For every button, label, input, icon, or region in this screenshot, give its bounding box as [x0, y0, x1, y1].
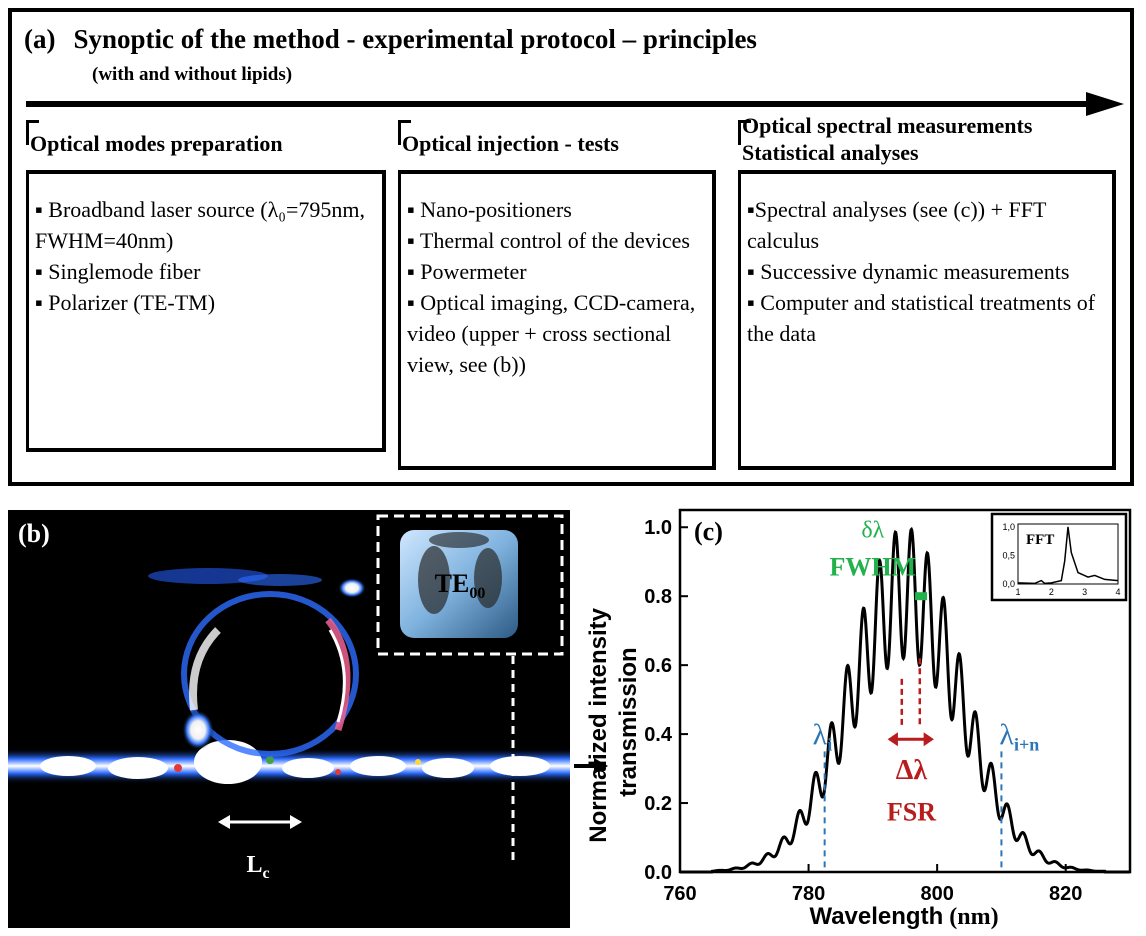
plot-area: 760 780 800 820 0.0 0.2 0.4 0.6 0.8 1.0 λi λi+n Δλ FS… [644, 508, 1132, 905]
panel-a-label: (a) [24, 24, 56, 54]
mode-label: TE00 [435, 569, 486, 602]
delta-lambda-label: Δλ [896, 755, 928, 786]
coupling-length-arrow [218, 815, 302, 829]
column-2-item: ▪ Nano-positioners [407, 197, 572, 222]
fft-x-tick-label: 4 [1115, 587, 1120, 597]
microscope-image-panel: Lc TE00 (b) [8, 510, 570, 928]
x-tick-label: 800 [920, 883, 953, 905]
lambda-i-n-label: λi+n [999, 718, 1039, 754]
fsr-label: FSR [887, 797, 936, 826]
waveguide-speckles [40, 740, 550, 784]
fft-inset-frame [990, 512, 1128, 602]
column-3-heading: Optical spectral measurements Statistica… [742, 112, 1032, 166]
panel-b-label: (b) [18, 519, 50, 548]
column-1-bracket [26, 120, 39, 145]
column-3-box: ▪Spectral analyses (see (c)) + FFT calcu… [738, 170, 1116, 470]
y-tick-label: 0.0 [644, 862, 672, 884]
column-1-heading: Optical modes preparation [30, 130, 283, 157]
panel-a-title: (a) Synoptic of the method - experimental… [24, 24, 757, 55]
fsr-arrowhead-left [887, 732, 898, 747]
panel-a-subtitle: (with and without lipids) [92, 64, 293, 85]
column-1-item: ▪ Broadband laser source (λ₀=795nm, FWHM… [35, 197, 365, 253]
fwhm-label: FWHM [830, 553, 917, 582]
panel-a-title-text: Synoptic of the method - experimental pr… [73, 24, 757, 54]
fft-x-tick-label: 3 [1082, 587, 1087, 597]
protocol-synoptic-panel: (a) Synoptic of the method - experimental… [8, 8, 1134, 486]
plot-frame [678, 508, 1132, 874]
column-3-heading-line: Optical spectral measurements [742, 113, 1033, 138]
ring-resonator [181, 591, 359, 757]
delta-lambda-small-label: δλ [861, 518, 884, 544]
y-tick-label: 0.6 [644, 655, 672, 677]
column-3-item: ▪ Successive dynamic measurements [747, 259, 1070, 284]
process-arrow [26, 92, 1124, 116]
column-2-item: ▪ Powermeter [407, 259, 527, 284]
column-3-item: ▪Spectral analyses (see (c)) + FFT calcu… [747, 197, 1046, 253]
fft-title: FFT [1026, 532, 1054, 548]
lambda-i-label: λi [813, 718, 833, 754]
column-2-heading-line: Optical injection - tests [402, 131, 619, 156]
column-3-bracket [738, 120, 751, 145]
coupling-length-label: Lc [246, 852, 269, 882]
fft-y-tick-label: 1,0 [1002, 522, 1015, 532]
fft-curve [1017, 526, 1119, 585]
x-tick-label: 820 [1049, 883, 1082, 905]
column-2-box: ▪ Nano-positioners ▪ Thermal control of … [398, 170, 716, 470]
column-1-item: ▪ Polarizer (TE-TM) [35, 290, 216, 315]
column-2-heading: Optical injection - tests [402, 130, 619, 157]
x-axis-label: Wavelength (nm) [809, 903, 998, 930]
column-2-bracket [398, 120, 411, 145]
fft-y-tick-label: 0,5 [1002, 550, 1015, 560]
y-axis-label: Normalized intensity transmission [585, 601, 642, 842]
column-2-item: ▪ Optical imaging, CCD-camera, video (up… [407, 290, 696, 377]
column-1-heading-line: Optical modes preparation [30, 131, 283, 156]
y-tick-label: 0.2 [644, 793, 672, 815]
transmission-spectrum-chart: Normalized intensity transmission 760 780… [585, 508, 1132, 930]
column-2-item: ▪ Thermal control of the devices [407, 228, 690, 253]
fft-y-tick-label: 0,0 [1002, 579, 1015, 589]
column-3-item: ▪ Computer and statistical treatments of… [747, 290, 1096, 346]
panel-connector-arrow [574, 758, 608, 774]
fft-x-tick-label: 1 [1015, 587, 1020, 597]
waveguide-image: Lc TE00 (b) [8, 510, 570, 928]
mode-profile-inset: TE00 [376, 514, 564, 656]
column-1-item: ▪ Singlemode fiber [35, 259, 201, 284]
column-1-box: ▪ Broadband laser source (λ₀=795nm, FWHM… [26, 170, 386, 452]
fft-plot-frame [1017, 523, 1119, 585]
x-tick-label: 780 [792, 883, 825, 905]
fft-x-tick-label: 2 [1049, 587, 1054, 597]
y-tick-label: 0.4 [644, 724, 673, 746]
column-3-heading-line: Statistical analyses [742, 140, 919, 165]
y-tick-label: 0.8 [644, 586, 672, 608]
fwhm-marker [915, 592, 928, 601]
y-tick-label: 1.0 [644, 517, 672, 539]
panel-c-label: (c) [694, 517, 723, 546]
x-tick-label: 760 [663, 883, 696, 905]
fsr-arrowhead-right [923, 732, 934, 747]
transmission-curve [680, 526, 1130, 874]
